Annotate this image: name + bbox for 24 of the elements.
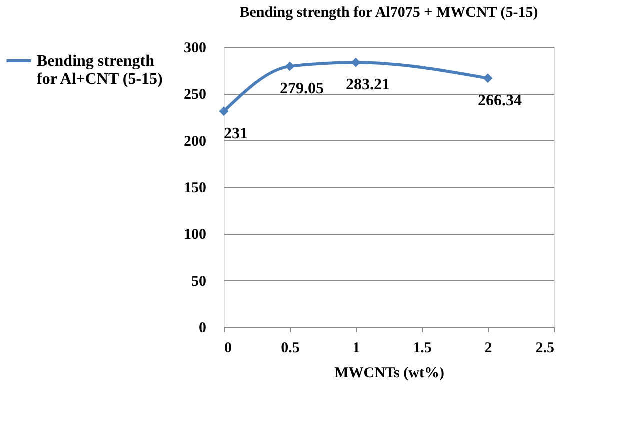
point	[219, 106, 229, 116]
chart-title: Bending strength for Al7075 + MWCNT (5-15)	[240, 5, 538, 21]
y-tick-label: 250	[184, 87, 206, 104]
data-label: 266.34	[478, 92, 522, 110]
legend-label: Bending strength for Al+CNT (5-15)	[37, 53, 163, 88]
x-tick-label: 0.5	[281, 340, 300, 356]
data-label: 279.05	[280, 80, 324, 98]
y-tick-label: 100	[184, 227, 206, 244]
data-label: 231	[224, 125, 248, 142]
x-tick-label: 2.5	[536, 340, 554, 356]
point	[285, 62, 295, 72]
point	[483, 74, 493, 84]
y-tick-label: 300	[184, 40, 206, 56]
y-tick-label: 50	[192, 274, 206, 290]
y-tick-label: 0	[199, 320, 206, 336]
y-tick-label: 150	[184, 180, 206, 196]
point	[351, 58, 361, 68]
y-tick-label: 200	[184, 134, 206, 150]
x-tick-label: 0	[224, 340, 232, 356]
x-axis-title: MWCNTs (wt%)	[334, 366, 444, 382]
x-tick-label: 1.5	[413, 340, 432, 356]
x-tick-label: 1	[352, 340, 360, 356]
x-tick-label: 2	[484, 340, 492, 356]
data-label: 283.21	[346, 76, 390, 94]
